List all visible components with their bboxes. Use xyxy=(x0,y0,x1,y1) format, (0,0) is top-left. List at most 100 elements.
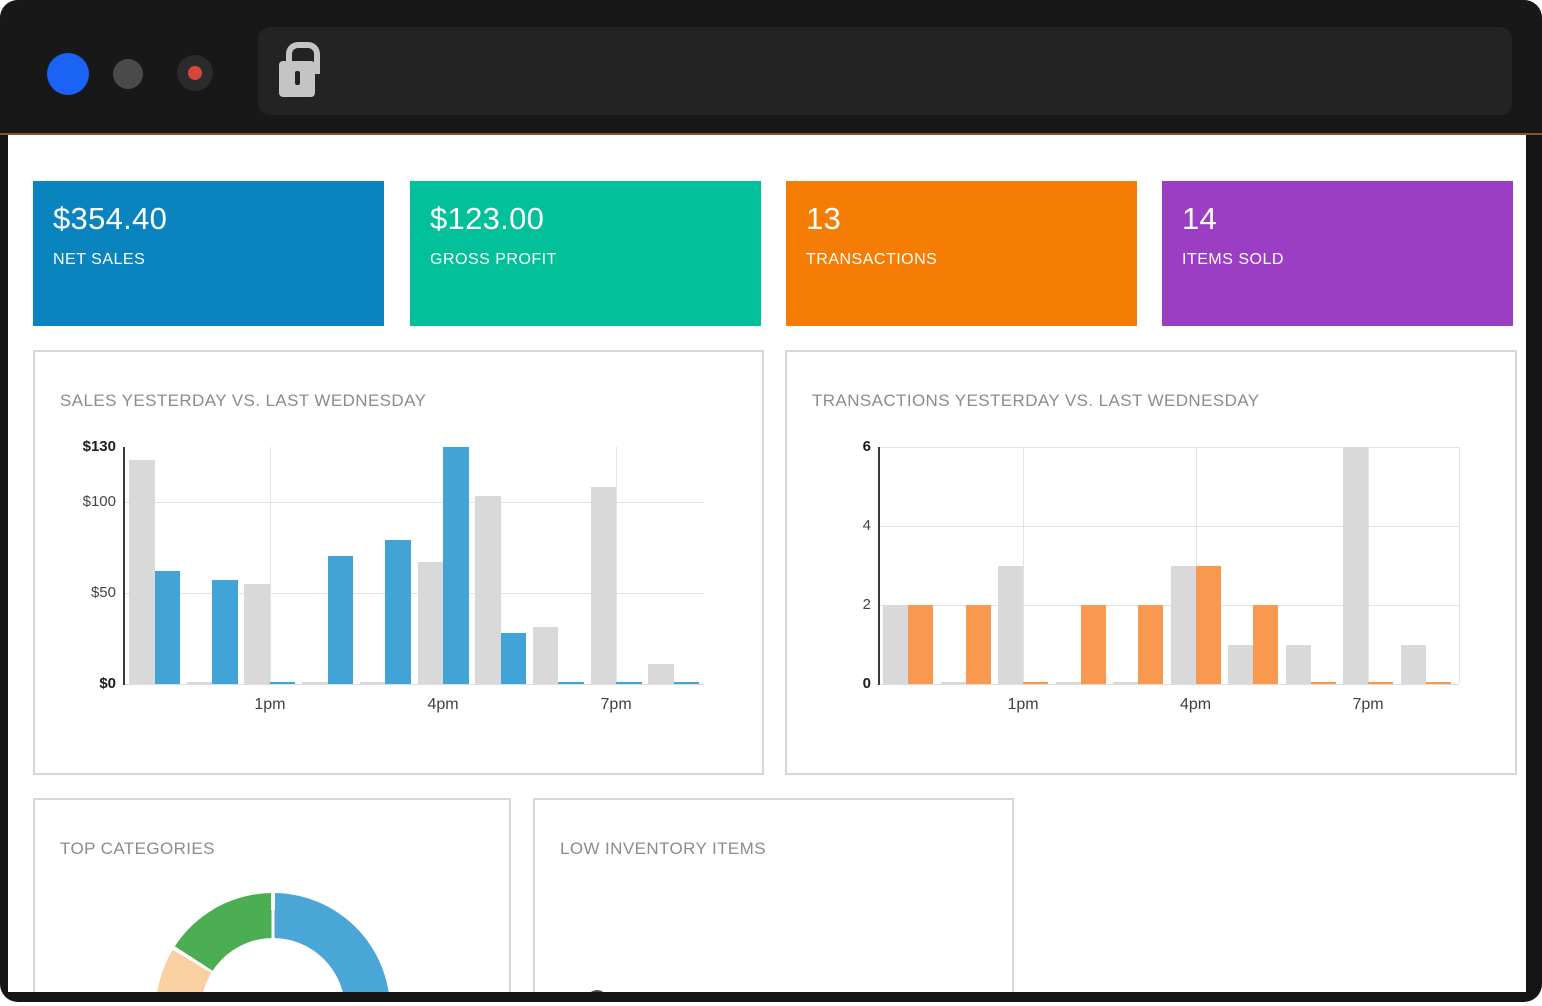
x-axis-label: 4pm xyxy=(1179,696,1212,713)
bar-yesterday xyxy=(1138,605,1163,684)
bar-last-wednesday xyxy=(475,496,501,684)
low-inventory-title: LOW INVENTORY ITEMS xyxy=(560,839,766,858)
bar-yesterday xyxy=(1023,682,1048,684)
bar-yesterday xyxy=(965,605,991,684)
y-gridline xyxy=(879,447,1459,448)
bar-last-wednesday xyxy=(940,682,966,684)
bar-yesterday xyxy=(1310,682,1336,684)
bar-last-wednesday xyxy=(244,583,270,684)
x-gridline xyxy=(269,447,271,684)
bar-last-wednesday xyxy=(1055,682,1081,684)
sales-bar-chart: 1pm 4pm 7pm $130 $100 $50 $0 xyxy=(35,352,762,773)
y-axis-label: 0 xyxy=(862,675,871,692)
bar-last-wednesday xyxy=(129,459,155,684)
y-axis-label: $100 xyxy=(82,492,116,510)
kpi-card-items-sold[interactable]: 14 ITEMS SOLD xyxy=(1162,181,1513,326)
bar-yesterday xyxy=(1425,682,1451,684)
lock-shackle xyxy=(286,42,320,74)
y-axis-line xyxy=(123,447,125,685)
net-sales-label: NET SALES xyxy=(53,251,146,268)
kpi-card-transactions[interactable]: 13 TRANSACTIONS xyxy=(786,181,1137,326)
browser-title-bar xyxy=(0,0,1542,133)
gross-profit-value: $123.00 xyxy=(430,201,545,236)
x-axis-label: 1pm xyxy=(254,696,286,713)
bar-last-wednesday xyxy=(590,487,617,684)
y-axis-line xyxy=(878,447,880,685)
accent-divider xyxy=(0,133,1542,135)
bar-last-wednesday xyxy=(1400,644,1426,684)
x-axis-label: 7pm xyxy=(600,696,632,713)
record-dot-icon xyxy=(188,66,202,80)
bar-yesterday xyxy=(269,682,296,684)
bar-last-wednesday xyxy=(883,605,908,684)
lock-keyhole xyxy=(295,71,300,85)
net-sales-value: $354.40 xyxy=(53,201,168,236)
sales-chart-title: SALES YESTERDAY VS. LAST WEDNESDAY xyxy=(60,391,427,410)
kpi-card-gross-profit[interactable]: $123.00 GROSS PROFIT xyxy=(410,181,761,326)
plot-right-edge xyxy=(1459,447,1460,684)
bar-yesterday xyxy=(154,570,180,684)
low-inventory-panel: LOW INVENTORY ITEMS xyxy=(533,798,1014,992)
bar-yesterday xyxy=(1195,565,1221,684)
bar-yesterday xyxy=(385,539,411,684)
top-categories-donut-chart xyxy=(156,893,390,992)
bar-yesterday xyxy=(500,632,527,684)
bar-yesterday xyxy=(327,556,354,684)
y-axis-label: 2 xyxy=(862,596,871,613)
bar-last-wednesday xyxy=(359,682,386,684)
window-control-record[interactable] xyxy=(177,55,213,91)
window-control-gray[interactable] xyxy=(113,59,143,89)
x-gridline xyxy=(1023,447,1024,684)
y-axis-label: $130 xyxy=(82,438,116,455)
y-axis-label: 4 xyxy=(862,517,871,534)
bar-yesterday xyxy=(673,682,700,684)
bar-last-wednesday xyxy=(532,627,559,684)
x-axis-label: 7pm xyxy=(1352,696,1384,713)
bar-last-wednesday xyxy=(1228,644,1253,684)
x-axis-line xyxy=(124,684,704,685)
address-bar[interactable] xyxy=(258,27,1512,115)
y-axis-label: $50 xyxy=(90,583,116,601)
bar-yesterday xyxy=(616,682,642,684)
y-axis-label: $0 xyxy=(99,675,116,692)
bar-yesterday xyxy=(1368,682,1393,684)
dashboard-content: $354.40 NET SALES $123.00 GROSS PROFIT 1… xyxy=(8,135,1526,992)
bar-yesterday xyxy=(443,447,469,684)
top-categories-title: TOP CATEGORIES xyxy=(60,839,215,858)
x-axis-label: 1pm xyxy=(1007,696,1039,713)
bar-last-wednesday xyxy=(1170,565,1196,684)
x-gridline xyxy=(1368,447,1369,684)
inventory-item-thumbnail-partial xyxy=(587,990,607,992)
top-categories-panel: TOP CATEGORIES xyxy=(33,798,511,992)
transactions-value: 13 xyxy=(806,201,842,236)
y-gridline xyxy=(879,526,1459,527)
sales-chart-panel: SALES YESTERDAY VS. LAST WEDNESDAY 1pm 4p… xyxy=(33,350,764,775)
bar-last-wednesday xyxy=(1113,682,1138,684)
bar-last-wednesday xyxy=(648,663,674,684)
y-gridline xyxy=(879,605,1459,606)
items-sold-value: 14 xyxy=(1182,201,1218,236)
bar-yesterday xyxy=(558,682,584,684)
bar-yesterday xyxy=(908,605,933,684)
bar-yesterday xyxy=(1253,605,1278,684)
transactions-chart-panel: TRANSACTIONS YESTERDAY VS. LAST WEDNESDA… xyxy=(785,350,1517,775)
transactions-label: TRANSACTIONS xyxy=(806,251,938,268)
gross-profit-label: GROSS PROFIT xyxy=(430,251,557,268)
x-axis-label: 4pm xyxy=(427,696,459,713)
bar-last-wednesday xyxy=(302,682,328,684)
transactions-bar-chart: 1pm 4pm 7pm 6 4 2 0 xyxy=(787,352,1515,773)
bar-yesterday xyxy=(1080,605,1106,684)
y-axis-label: 6 xyxy=(862,438,871,455)
kpi-card-net-sales[interactable]: $354.40 NET SALES xyxy=(33,181,384,326)
x-axis-line xyxy=(879,684,1459,685)
x-gridline xyxy=(616,447,618,684)
window-control-blue[interactable] xyxy=(47,53,89,95)
bar-yesterday xyxy=(212,580,238,684)
bar-last-wednesday xyxy=(998,565,1023,684)
y-gridline xyxy=(124,592,704,594)
bar-last-wednesday xyxy=(1343,447,1368,684)
bar-last-wednesday xyxy=(186,682,213,684)
bar-last-wednesday xyxy=(1285,644,1311,684)
items-sold-label: ITEMS SOLD xyxy=(1182,251,1284,268)
